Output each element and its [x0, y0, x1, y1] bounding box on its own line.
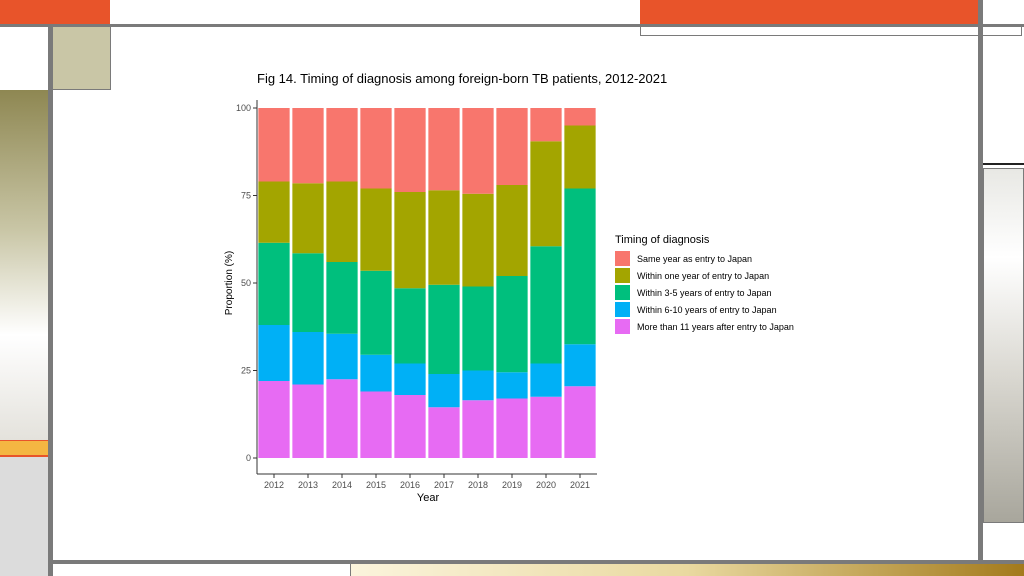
bottom-gradient-bar	[350, 564, 1024, 576]
bar-segment	[462, 370, 494, 401]
bar-segment	[326, 108, 358, 182]
legend-label: Within 6-10 years of entry to Japan	[637, 305, 777, 315]
bar-segment	[292, 183, 324, 254]
y-axis-label: Proportion (%)	[224, 251, 235, 315]
bar-segment	[428, 108, 460, 191]
legend-title: Timing of diagnosis	[615, 234, 710, 246]
bar-segment	[258, 325, 290, 381]
bar-segment	[258, 381, 290, 458]
bar-segment	[428, 407, 460, 458]
bar-segment	[258, 181, 290, 243]
bar-segment	[258, 108, 290, 182]
bar-segment	[292, 108, 324, 184]
left-amber-strip	[0, 440, 48, 457]
y-tick-label: 0	[246, 453, 251, 463]
x-tick-label: 2017	[434, 480, 454, 490]
x-tick-label: 2020	[536, 480, 556, 490]
top-frame-line	[0, 24, 1024, 27]
legend-label: Within one year of entry to Japan	[637, 271, 769, 281]
bar-segment	[360, 354, 392, 392]
bar-segment	[428, 190, 460, 285]
top-right-orange-bar	[640, 0, 978, 24]
right-frame-line	[978, 0, 983, 576]
bar-segment	[360, 391, 392, 458]
bar-segment	[360, 270, 392, 355]
x-tick-label: 2012	[264, 480, 284, 490]
bar-segment	[564, 188, 596, 345]
bar-segment	[360, 108, 392, 189]
bar-segment	[360, 188, 392, 271]
legend-label: Within 3-5 years of entry to Japan	[637, 288, 772, 298]
bar-segment	[530, 363, 562, 397]
khaki-square	[53, 27, 111, 90]
y-tick-label: 100	[236, 103, 251, 113]
bar-segment	[428, 284, 460, 374]
bar-segment	[292, 332, 324, 385]
bar-segment	[326, 333, 358, 380]
y-axis: 0 25 50 75 100	[236, 100, 258, 474]
bar-segment	[326, 379, 358, 458]
chart-title: Fig 14. Timing of diagnosis among foreig…	[257, 71, 667, 86]
bar-segment	[530, 396, 562, 458]
bar-segment	[496, 108, 528, 185]
left-lower-gray-panel	[0, 457, 48, 576]
legend-swatch	[615, 251, 630, 266]
bar-segment	[496, 276, 528, 373]
x-axis-label: Year	[417, 492, 440, 504]
bar-segment	[428, 374, 460, 408]
bar-segment	[564, 344, 596, 387]
x-tick-label: 2014	[332, 480, 352, 490]
bar-segment	[394, 108, 426, 192]
bar-segment	[564, 386, 596, 458]
left-frame-line	[48, 24, 53, 576]
bar-segment	[462, 193, 494, 287]
bar-segment	[394, 395, 426, 458]
y-tick-label: 50	[241, 278, 251, 288]
left-olive-gradient-panel	[0, 90, 48, 440]
bar-segment	[462, 286, 494, 371]
bar-segment	[564, 125, 596, 189]
bar-segment	[326, 181, 358, 262]
bar-segment	[292, 384, 324, 458]
bar-segment	[462, 400, 494, 458]
x-tick-label: 2016	[400, 480, 420, 490]
top-left-orange-bar	[0, 0, 110, 24]
bar-segment	[394, 363, 426, 395]
legend: Same year as entry to Japan Within one ye…	[615, 251, 794, 334]
right-black-line	[983, 163, 1024, 165]
legend-swatch	[615, 268, 630, 283]
legend-swatch	[615, 319, 630, 334]
legend-label: Same year as entry to Japan	[637, 254, 752, 264]
x-tick-label: 2018	[468, 480, 488, 490]
bar-segment	[462, 108, 494, 194]
bar-segment	[530, 246, 562, 364]
y-tick-label: 25	[241, 366, 251, 376]
x-tick-label: 2021	[570, 480, 590, 490]
bar-segment	[258, 242, 290, 325]
bar-segment	[326, 262, 358, 334]
top-right-outline-box	[640, 24, 1022, 36]
bar-segment	[496, 372, 528, 399]
bar-segment	[394, 288, 426, 364]
y-tick-label: 75	[241, 191, 251, 201]
bottom-frame-line	[0, 560, 1024, 564]
legend-swatch	[615, 285, 630, 300]
x-tick-label: 2013	[298, 480, 318, 490]
bar-segment	[530, 108, 562, 142]
bar-segment	[564, 108, 596, 126]
x-axis: 2012 2013 2014 2015 2016 2017 2018 2019 2020 2021	[257, 473, 597, 490]
bars	[258, 108, 596, 458]
x-tick-label: 2019	[502, 480, 522, 490]
legend-label: More than 11 years after entry to Japan	[637, 322, 794, 332]
x-tick-label: 2015	[366, 480, 386, 490]
bar-segment	[496, 185, 528, 276]
bar-segment	[496, 398, 528, 458]
legend-swatch	[615, 302, 630, 317]
bar-segment	[394, 192, 426, 289]
bar-segment	[530, 141, 562, 247]
bar-segment	[292, 253, 324, 332]
